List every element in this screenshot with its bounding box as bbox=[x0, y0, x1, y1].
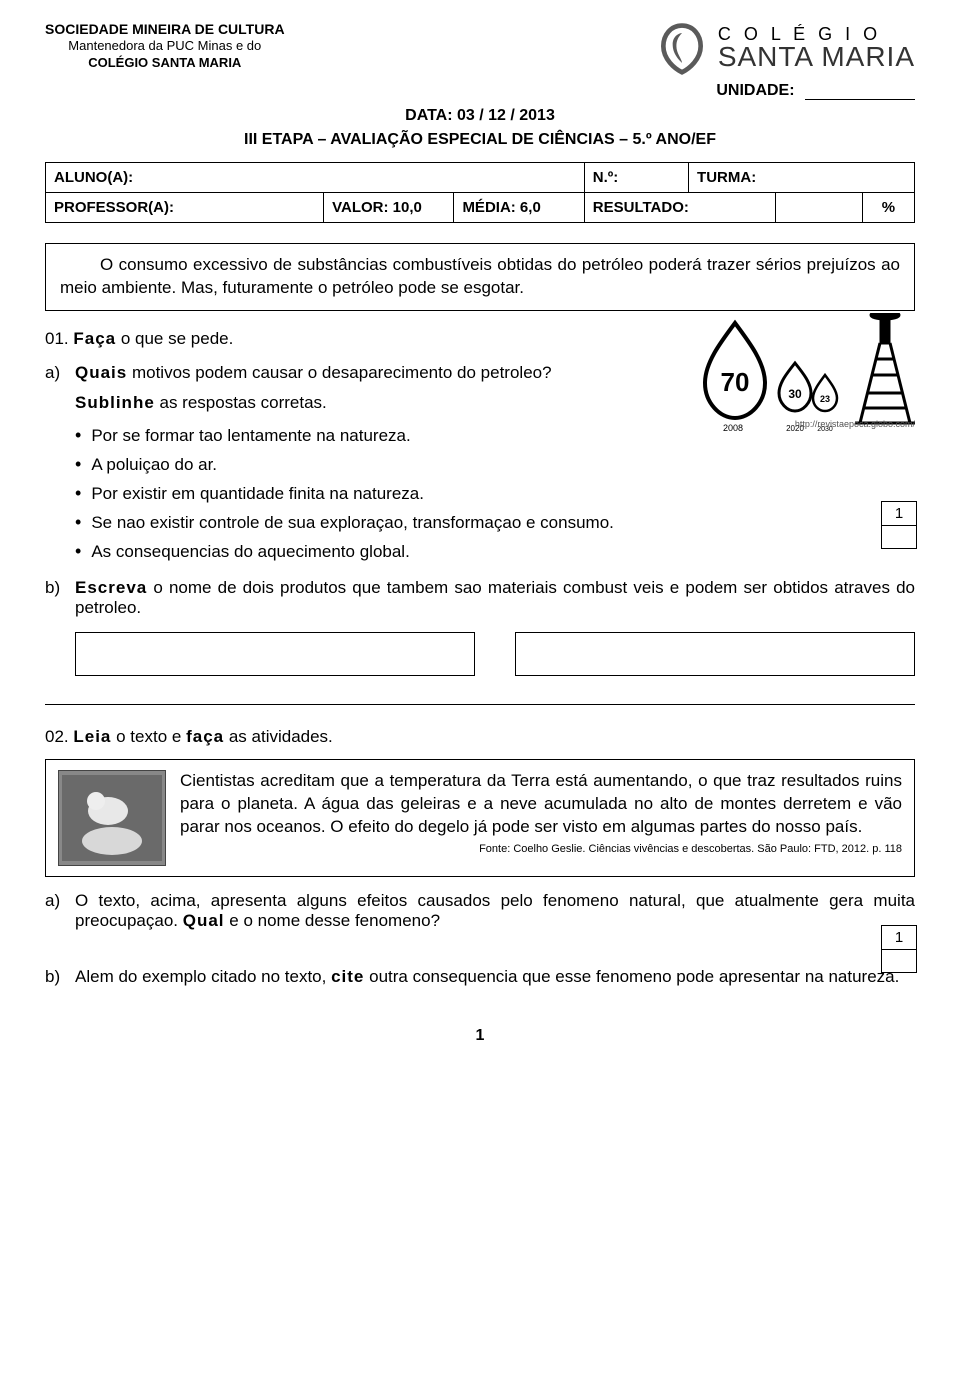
intro-box: O consumo excessivo de substâncias combu… bbox=[45, 243, 915, 311]
unidade-label: UNIDADE: bbox=[716, 82, 794, 99]
logo-santa: SANTA MARIA bbox=[718, 43, 915, 71]
polar-bear-image bbox=[58, 770, 166, 866]
q02-box-body: Cientistas acreditam que a temperatura d… bbox=[180, 770, 902, 839]
list-item[interactable]: Por existir em quantidade finita na natu… bbox=[75, 483, 915, 504]
intro-text: O consumo excessivo de substâncias combu… bbox=[60, 255, 900, 297]
q01-num: 01. bbox=[45, 329, 69, 348]
q01-b-bold: Escreva bbox=[75, 578, 147, 597]
list-item[interactable]: As consequencias do aquecimento global. bbox=[75, 541, 915, 562]
q02-score-value: 1 bbox=[882, 926, 916, 950]
q02-b: b) Alem do exemplo citado no texto, cite… bbox=[45, 967, 915, 987]
illust-source-url: http://revistaepoca.globo.com/ bbox=[795, 419, 915, 429]
q02-b-text1: Alem do exemplo citado no texto, bbox=[75, 967, 331, 986]
org-line1: SOCIEDADE MINEIRA DE CULTURA bbox=[45, 20, 285, 38]
table-row: ALUNO(A): N.º: TURMA: bbox=[46, 163, 915, 193]
q01-b-letter: b) bbox=[45, 578, 75, 598]
answer-box-1[interactable] bbox=[75, 632, 475, 676]
q02-mid: o texto e bbox=[111, 727, 186, 746]
q02-fonte: Fonte: Coelho Geslie. Ciências vivências… bbox=[180, 843, 902, 855]
q02-head: 02. Leia o texto e faça as atividades. bbox=[45, 727, 915, 747]
divider bbox=[45, 704, 915, 705]
list-item[interactable]: A poluiçao do ar. bbox=[75, 454, 915, 475]
q01-b: b) Escreva o nome de dois produtos que t… bbox=[45, 578, 915, 618]
q01-faca: Faça bbox=[73, 329, 116, 348]
svg-text:30: 30 bbox=[788, 387, 802, 401]
q01-a-bold: Quais bbox=[75, 363, 127, 382]
q02-a: a) O texto, acima, apresenta alguns efei… bbox=[45, 891, 915, 931]
q02-b-letter: b) bbox=[45, 967, 75, 987]
q02-score-blank[interactable] bbox=[882, 950, 916, 972]
q01-b-rest: o nome de dois produtos que tambem sao m… bbox=[75, 578, 915, 617]
resultado-blank[interactable] bbox=[775, 193, 862, 223]
q01-rest: o que se pede. bbox=[116, 329, 233, 348]
resultado-cell[interactable]: RESULTADO: bbox=[584, 193, 775, 223]
q02-faca: faça bbox=[186, 727, 224, 746]
header-row: SOCIEDADE MINEIRA DE CULTURA Mantenedora… bbox=[45, 20, 915, 76]
n-cell[interactable]: N.º: bbox=[584, 163, 688, 193]
q02-rest: as atividades. bbox=[224, 727, 333, 746]
date-line: DATA: 03 / 12 / 2013 bbox=[45, 104, 915, 128]
q02-a-text2: e o nome desse fenomeno? bbox=[225, 911, 440, 930]
q02-a-content: O texto, acima, apresenta alguns efeitos… bbox=[75, 891, 915, 931]
q02-a-bold: Qual bbox=[183, 911, 225, 930]
answer-box-2[interactable] bbox=[515, 632, 915, 676]
unidade-blank[interactable] bbox=[805, 99, 915, 100]
q01-bullets: Por se formar tao lentamente na natureza… bbox=[75, 425, 915, 562]
q02-b-text2: outra consequencia que esse fenomeno pod… bbox=[364, 967, 899, 986]
q01-sublinhe-bold: Sublinhe bbox=[75, 393, 155, 412]
q02-box-body-wrap: Cientistas acreditam que a temperatura d… bbox=[180, 770, 902, 855]
valor-cell: VALOR: 10,0 bbox=[324, 193, 454, 223]
svg-text:23: 23 bbox=[820, 394, 830, 404]
aluno-cell[interactable]: ALUNO(A): bbox=[46, 163, 585, 193]
q02-a-wrap: a) O texto, acima, apresenta alguns efei… bbox=[45, 891, 915, 931]
title-line: III ETAPA – AVALIAÇÃO ESPECIAL DE CIÊNCI… bbox=[45, 128, 915, 152]
q02-a-letter: a) bbox=[45, 891, 75, 911]
q01-a-rest: motivos podem causar o desaparecimento d… bbox=[127, 363, 551, 382]
org-line3: COLÉGIO SANTA MARIA bbox=[45, 55, 285, 72]
q02-b-content: Alem do exemplo citado no texto, cite ou… bbox=[75, 967, 915, 987]
turma-cell[interactable]: TURMA: bbox=[689, 163, 915, 193]
unidade-row: UNIDADE: bbox=[45, 82, 915, 100]
q02-leia: Leia bbox=[73, 727, 111, 746]
q01-score-value: 1 bbox=[882, 502, 916, 526]
question-02: 02. Leia o texto e faça as atividades. C… bbox=[45, 727, 915, 987]
logo-text: C O L É G I O SANTA MARIA bbox=[718, 25, 915, 71]
percent-cell: % bbox=[862, 193, 914, 223]
center-block: DATA: 03 / 12 / 2013 III ETAPA – AVALIAÇ… bbox=[45, 104, 915, 152]
q01-score-blank[interactable] bbox=[882, 526, 916, 548]
org-block: SOCIEDADE MINEIRA DE CULTURA Mantenedora… bbox=[45, 20, 285, 72]
list-item[interactable]: Se nao existir controle de sua exploraça… bbox=[75, 512, 915, 533]
q01-a-letter: a) bbox=[45, 363, 75, 383]
org-line2: Mantenedora da PUC Minas e do bbox=[45, 38, 285, 55]
q02-b-bold: cite bbox=[331, 967, 364, 986]
school-logo-icon bbox=[654, 20, 710, 76]
q02-score-box: 1 bbox=[881, 925, 917, 973]
info-table: ALUNO(A): N.º: TURMA: PROFESSOR(A): VALO… bbox=[45, 162, 915, 223]
q02-num: 02. bbox=[45, 727, 69, 746]
svg-text:70: 70 bbox=[721, 367, 750, 397]
media-cell: MÉDIA: 6,0 bbox=[454, 193, 584, 223]
page-number: 1 bbox=[45, 1027, 915, 1045]
question-01: 01. Faça o que se pede. a) Quais motivos… bbox=[45, 329, 915, 676]
logo-block: C O L É G I O SANTA MARIA bbox=[654, 20, 915, 76]
q01-b-content: Escreva o nome de dois produtos que tamb… bbox=[75, 578, 915, 618]
table-row: PROFESSOR(A): VALOR: 10,0 MÉDIA: 6,0 RES… bbox=[46, 193, 915, 223]
q01-score-box: 1 bbox=[881, 501, 917, 549]
q01-sublinhe-rest: as respostas corretas. bbox=[155, 393, 327, 412]
q01-b-answer-boxes bbox=[75, 632, 915, 676]
q02-text-box: Cientistas acreditam que a temperatura d… bbox=[45, 759, 915, 877]
svg-text:2008: 2008 bbox=[723, 423, 743, 433]
professor-cell[interactable]: PROFESSOR(A): bbox=[46, 193, 324, 223]
